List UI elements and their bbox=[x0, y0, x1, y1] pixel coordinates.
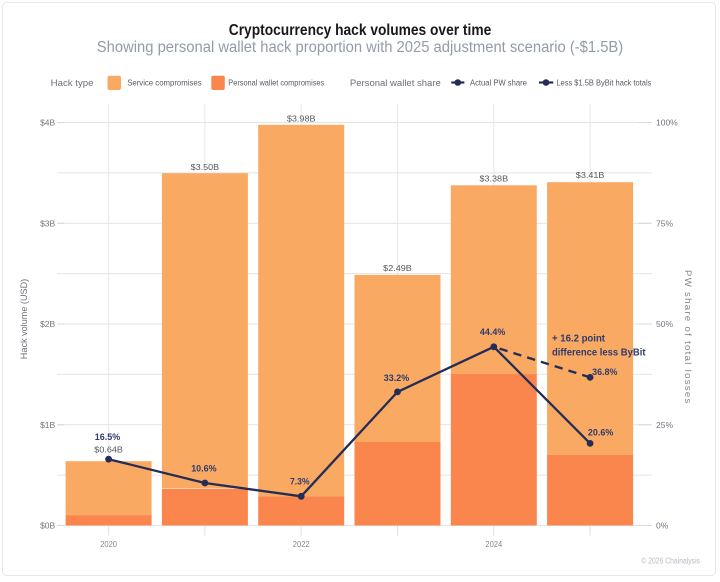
svg-text:$3.38B: $3.38B bbox=[480, 173, 509, 183]
svg-text:PW share of total losses: PW share of total losses bbox=[682, 270, 693, 404]
svg-text:Personal wallet compromises: Personal wallet compromises bbox=[228, 78, 324, 87]
svg-text:25%: 25% bbox=[656, 420, 673, 430]
svg-text:20.6%: 20.6% bbox=[588, 427, 613, 437]
svg-text:$2B: $2B bbox=[40, 319, 55, 329]
svg-text:Personal wallet share: Personal wallet share bbox=[350, 78, 441, 88]
svg-text:$1B: $1B bbox=[40, 420, 55, 430]
svg-text:33.2%: 33.2% bbox=[384, 373, 409, 383]
svg-text:0%: 0% bbox=[656, 521, 669, 531]
svg-text:2020: 2020 bbox=[100, 539, 117, 549]
svg-text:$0.64B: $0.64B bbox=[94, 444, 123, 454]
svg-text:$3B: $3B bbox=[40, 218, 55, 228]
svg-text:Actual PW share: Actual PW share bbox=[470, 78, 527, 87]
svg-text:Hack volume (USD): Hack volume (USD) bbox=[19, 279, 30, 359]
svg-text:$3.50B: $3.50B bbox=[191, 162, 220, 172]
svg-text:$2.49B: $2.49B bbox=[383, 263, 412, 273]
svg-text:Service compromises: Service compromises bbox=[127, 78, 201, 87]
svg-text:75%: 75% bbox=[656, 218, 673, 228]
svg-text:16.5%: 16.5% bbox=[95, 432, 120, 442]
svg-text:10.6%: 10.6% bbox=[191, 463, 216, 473]
svg-text:© 2026 Chainalysis: © 2026 Chainalysis bbox=[641, 556, 700, 565]
svg-text:Cryptocurrency hack volumes ov: Cryptocurrency hack volumes over time bbox=[229, 22, 492, 39]
svg-text:2022: 2022 bbox=[293, 539, 310, 549]
svg-text:Less $1.5B ByBit hack totals: Less $1.5B ByBit hack totals bbox=[556, 78, 651, 87]
svg-text:50%: 50% bbox=[656, 319, 673, 329]
svg-text:$4B: $4B bbox=[40, 118, 55, 128]
svg-text:$3.41B: $3.41B bbox=[576, 170, 605, 180]
svg-text:Showing personal wallet hack p: Showing personal wallet hack proportion … bbox=[97, 39, 623, 56]
svg-text:$3.98B: $3.98B bbox=[287, 113, 316, 123]
svg-text:Hack type: Hack type bbox=[51, 78, 94, 88]
svg-text:$0B: $0B bbox=[40, 521, 55, 531]
svg-text:36.8%: 36.8% bbox=[592, 367, 617, 377]
svg-text:+ 16.2 point: + 16.2 point bbox=[552, 333, 606, 344]
svg-text:44.4%: 44.4% bbox=[480, 327, 505, 337]
svg-text:2024: 2024 bbox=[485, 539, 502, 549]
svg-text:difference less ByBit: difference less ByBit bbox=[552, 347, 646, 358]
svg-text:7.3%: 7.3% bbox=[290, 477, 310, 487]
svg-text:100%: 100% bbox=[656, 118, 678, 128]
